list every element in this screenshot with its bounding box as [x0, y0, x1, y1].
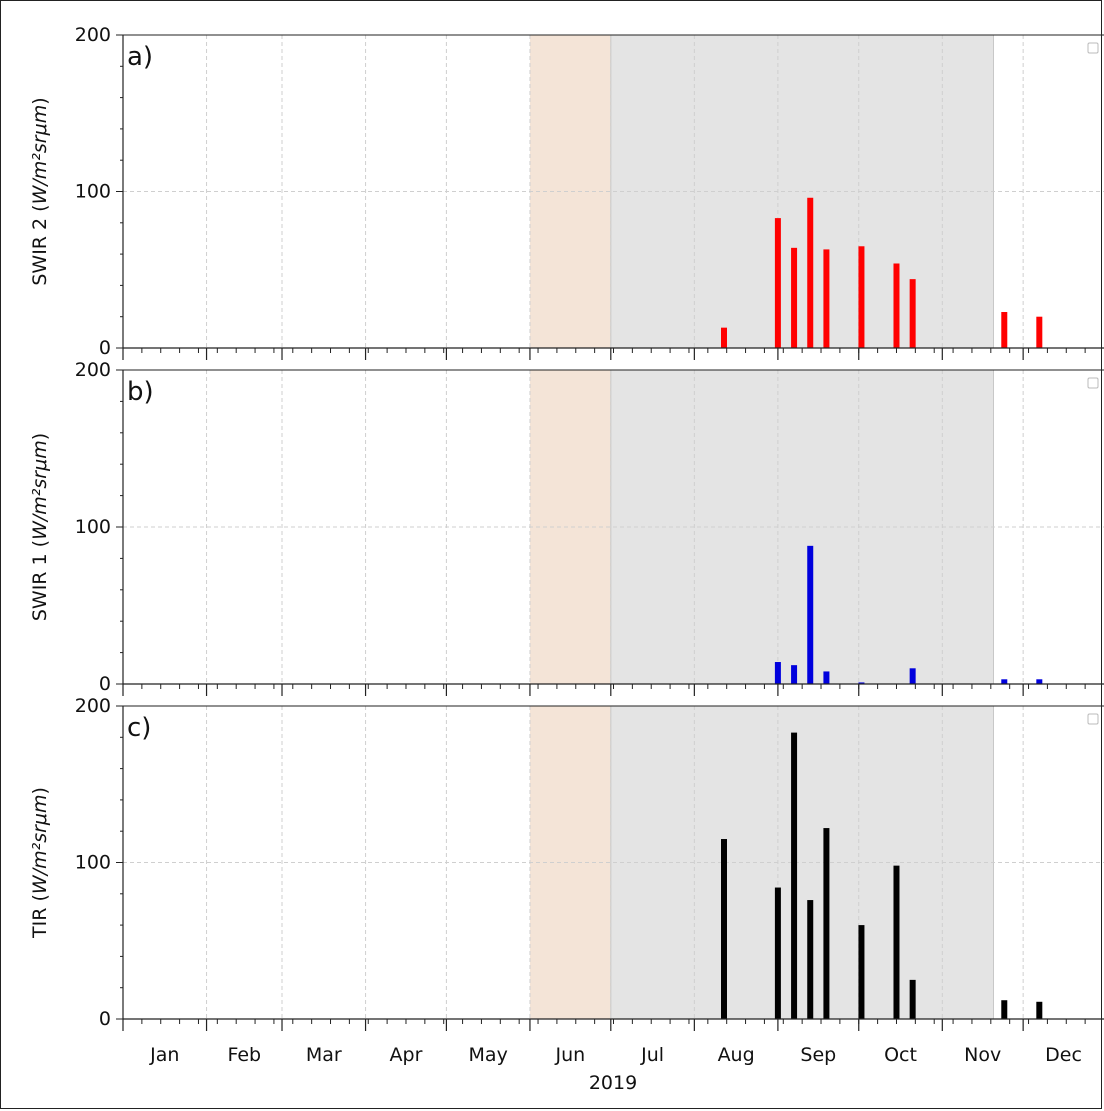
- bar-b-8: [1036, 679, 1043, 684]
- y-tick-label: 0: [99, 1008, 111, 1030]
- y-tick-label: 100: [75, 516, 111, 538]
- panel-label: c): [127, 713, 151, 743]
- y-tick-label: 100: [75, 181, 111, 203]
- panel-1: 0 100 200 a) SWIR 2 (W/m²srμm): [29, 24, 1104, 360]
- y-tick-label: 0: [99, 673, 111, 695]
- bar-a-6: [858, 246, 865, 348]
- legend-box: [1087, 713, 1099, 725]
- bar-b-6: [909, 668, 916, 684]
- month-label-oct: Oct: [884, 1044, 917, 1066]
- bar-c-3: [791, 732, 798, 1019]
- panel-2: 0 100 200 b) SWIR 1 (W/m²srμm): [29, 359, 1104, 696]
- legend-box: [1087, 377, 1099, 389]
- panel-label: b): [127, 377, 154, 407]
- bar-a-5: [823, 249, 830, 348]
- bar-c-7: [893, 865, 900, 1019]
- month-label-aug: Aug: [718, 1044, 755, 1066]
- bar-c-8: [909, 979, 916, 1019]
- shaded-period-1: [529, 370, 611, 684]
- y-tick-label: 200: [75, 695, 111, 717]
- bar-a-8: [909, 279, 916, 348]
- bar-b-1: [774, 662, 781, 684]
- month-label-may: May: [469, 1044, 508, 1066]
- bar-c-10: [1036, 1001, 1043, 1019]
- month-label-jan: Jan: [149, 1044, 179, 1066]
- bar-a-2: [774, 218, 781, 348]
- shaded-period-1: [529, 706, 611, 1019]
- y-tick-label: 200: [75, 359, 111, 381]
- bar-c-9: [1001, 1000, 1008, 1019]
- year-label: 2019: [589, 1072, 637, 1094]
- month-label-apr: Apr: [390, 1044, 423, 1066]
- month-label-mar: Mar: [306, 1044, 342, 1066]
- month-label-jun: Jun: [555, 1044, 586, 1066]
- bar-a-9: [1001, 312, 1008, 348]
- bar-b-2: [791, 665, 798, 684]
- bar-c-4: [807, 900, 814, 1019]
- legend-box: [1087, 42, 1099, 54]
- month-label-dec: Dec: [1045, 1044, 1082, 1066]
- bar-b-5: [858, 682, 865, 684]
- month-label-jul: Jul: [640, 1044, 664, 1066]
- y-tick-label: 200: [75, 24, 111, 46]
- bar-a-10: [1036, 316, 1043, 348]
- y-axis-label: TIR (W/m²srμm): [29, 787, 51, 939]
- y-tick-label: 100: [75, 852, 111, 874]
- bar-b-7: [1001, 679, 1008, 684]
- panel-3: 0 100 200 c) TIR (W/m²srμm): [29, 695, 1104, 1031]
- y-tick-label: 0: [99, 337, 111, 359]
- bar-a-3: [791, 247, 798, 348]
- bar-b-3: [807, 545, 814, 684]
- bar-c-5: [823, 828, 830, 1019]
- bar-b-4: [823, 671, 830, 684]
- bar-a-7: [893, 263, 900, 348]
- bar-c-1: [720, 839, 727, 1019]
- bar-a-1: [720, 327, 727, 348]
- bar-c-2: [774, 887, 781, 1019]
- bar-a-4: [807, 197, 814, 348]
- shaded-period-1: [529, 35, 611, 348]
- y-axis-label: SWIR 2 (W/m²srμm): [29, 97, 51, 285]
- month-label-feb: Feb: [227, 1044, 261, 1066]
- panel-label: a): [127, 42, 153, 72]
- bar-c-6: [858, 925, 865, 1019]
- month-label-sep: Sep: [800, 1044, 836, 1066]
- y-axis-label: SWIR 1 (W/m²srμm): [29, 433, 51, 621]
- month-label-nov: Nov: [964, 1044, 1001, 1066]
